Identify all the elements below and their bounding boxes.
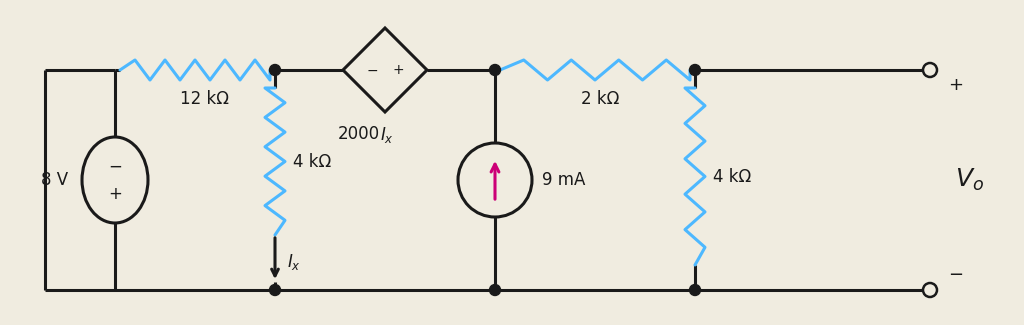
- Text: 8 V: 8 V: [41, 171, 68, 189]
- Text: 2 kΩ: 2 kΩ: [581, 90, 620, 108]
- Text: 9 mA: 9 mA: [542, 171, 586, 189]
- Circle shape: [489, 64, 501, 75]
- Text: −: −: [948, 266, 964, 284]
- Text: +: +: [948, 76, 963, 94]
- Circle shape: [269, 64, 281, 75]
- Text: 2000: 2000: [338, 125, 380, 143]
- Text: $-$: $-$: [108, 157, 122, 175]
- Text: 4 kΩ: 4 kΩ: [293, 152, 331, 171]
- Text: $V_o$: $V_o$: [955, 167, 984, 193]
- Text: 12 kΩ: 12 kΩ: [180, 90, 229, 108]
- Text: 4 kΩ: 4 kΩ: [713, 167, 752, 186]
- Text: $I_x$: $I_x$: [287, 252, 301, 272]
- Circle shape: [689, 284, 700, 295]
- Circle shape: [689, 64, 700, 75]
- Circle shape: [489, 284, 501, 295]
- Circle shape: [923, 63, 937, 77]
- Circle shape: [923, 283, 937, 297]
- Text: $-$: $-$: [366, 63, 378, 77]
- Circle shape: [269, 284, 281, 295]
- Text: $I_x$: $I_x$: [380, 125, 394, 145]
- Text: $+$: $+$: [392, 63, 404, 77]
- Text: $+$: $+$: [108, 185, 122, 203]
